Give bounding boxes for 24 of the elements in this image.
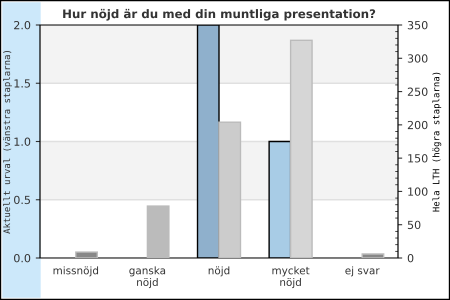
y-tick-label: 0.0 <box>14 254 30 262</box>
y-tick-label: 1.5 <box>14 79 30 88</box>
x-tick-label: ej svar <box>345 266 380 276</box>
y2-tick-label: 150 <box>408 154 428 163</box>
y-axis-title: Aktuellt urval (vänstra staplarna) <box>3 50 12 234</box>
y2-tick-label: 50 <box>408 220 420 230</box>
chart-title: Hur nöjd är du med din muntliga presentation? <box>63 8 376 21</box>
y-tick-label: 2.0 <box>14 20 30 30</box>
y2-tick-label: 200 <box>408 120 428 130</box>
x-tick-label: nöjd <box>208 266 230 276</box>
bar <box>362 253 384 258</box>
x-tick-label: ganska nöjd <box>129 266 166 288</box>
y-tick-label: 1.0 <box>14 137 30 146</box>
y2-tick-label: 350 <box>408 20 428 30</box>
x-tick-label: mycket nöjd <box>272 266 310 288</box>
y2-tick-label: 250 <box>408 88 428 96</box>
bar <box>146 205 170 258</box>
x-tick-label: missnöjd <box>54 266 98 276</box>
y2-tick-label: 0 <box>408 254 414 262</box>
y-tick-label: 0.5 <box>14 196 30 204</box>
bar <box>75 251 98 258</box>
y2-tick-label: 300 <box>408 54 428 63</box>
y2-tick-label: 100 <box>408 187 428 196</box>
y2-axis-title: Hela LTH (högra staplarna) <box>432 72 442 212</box>
